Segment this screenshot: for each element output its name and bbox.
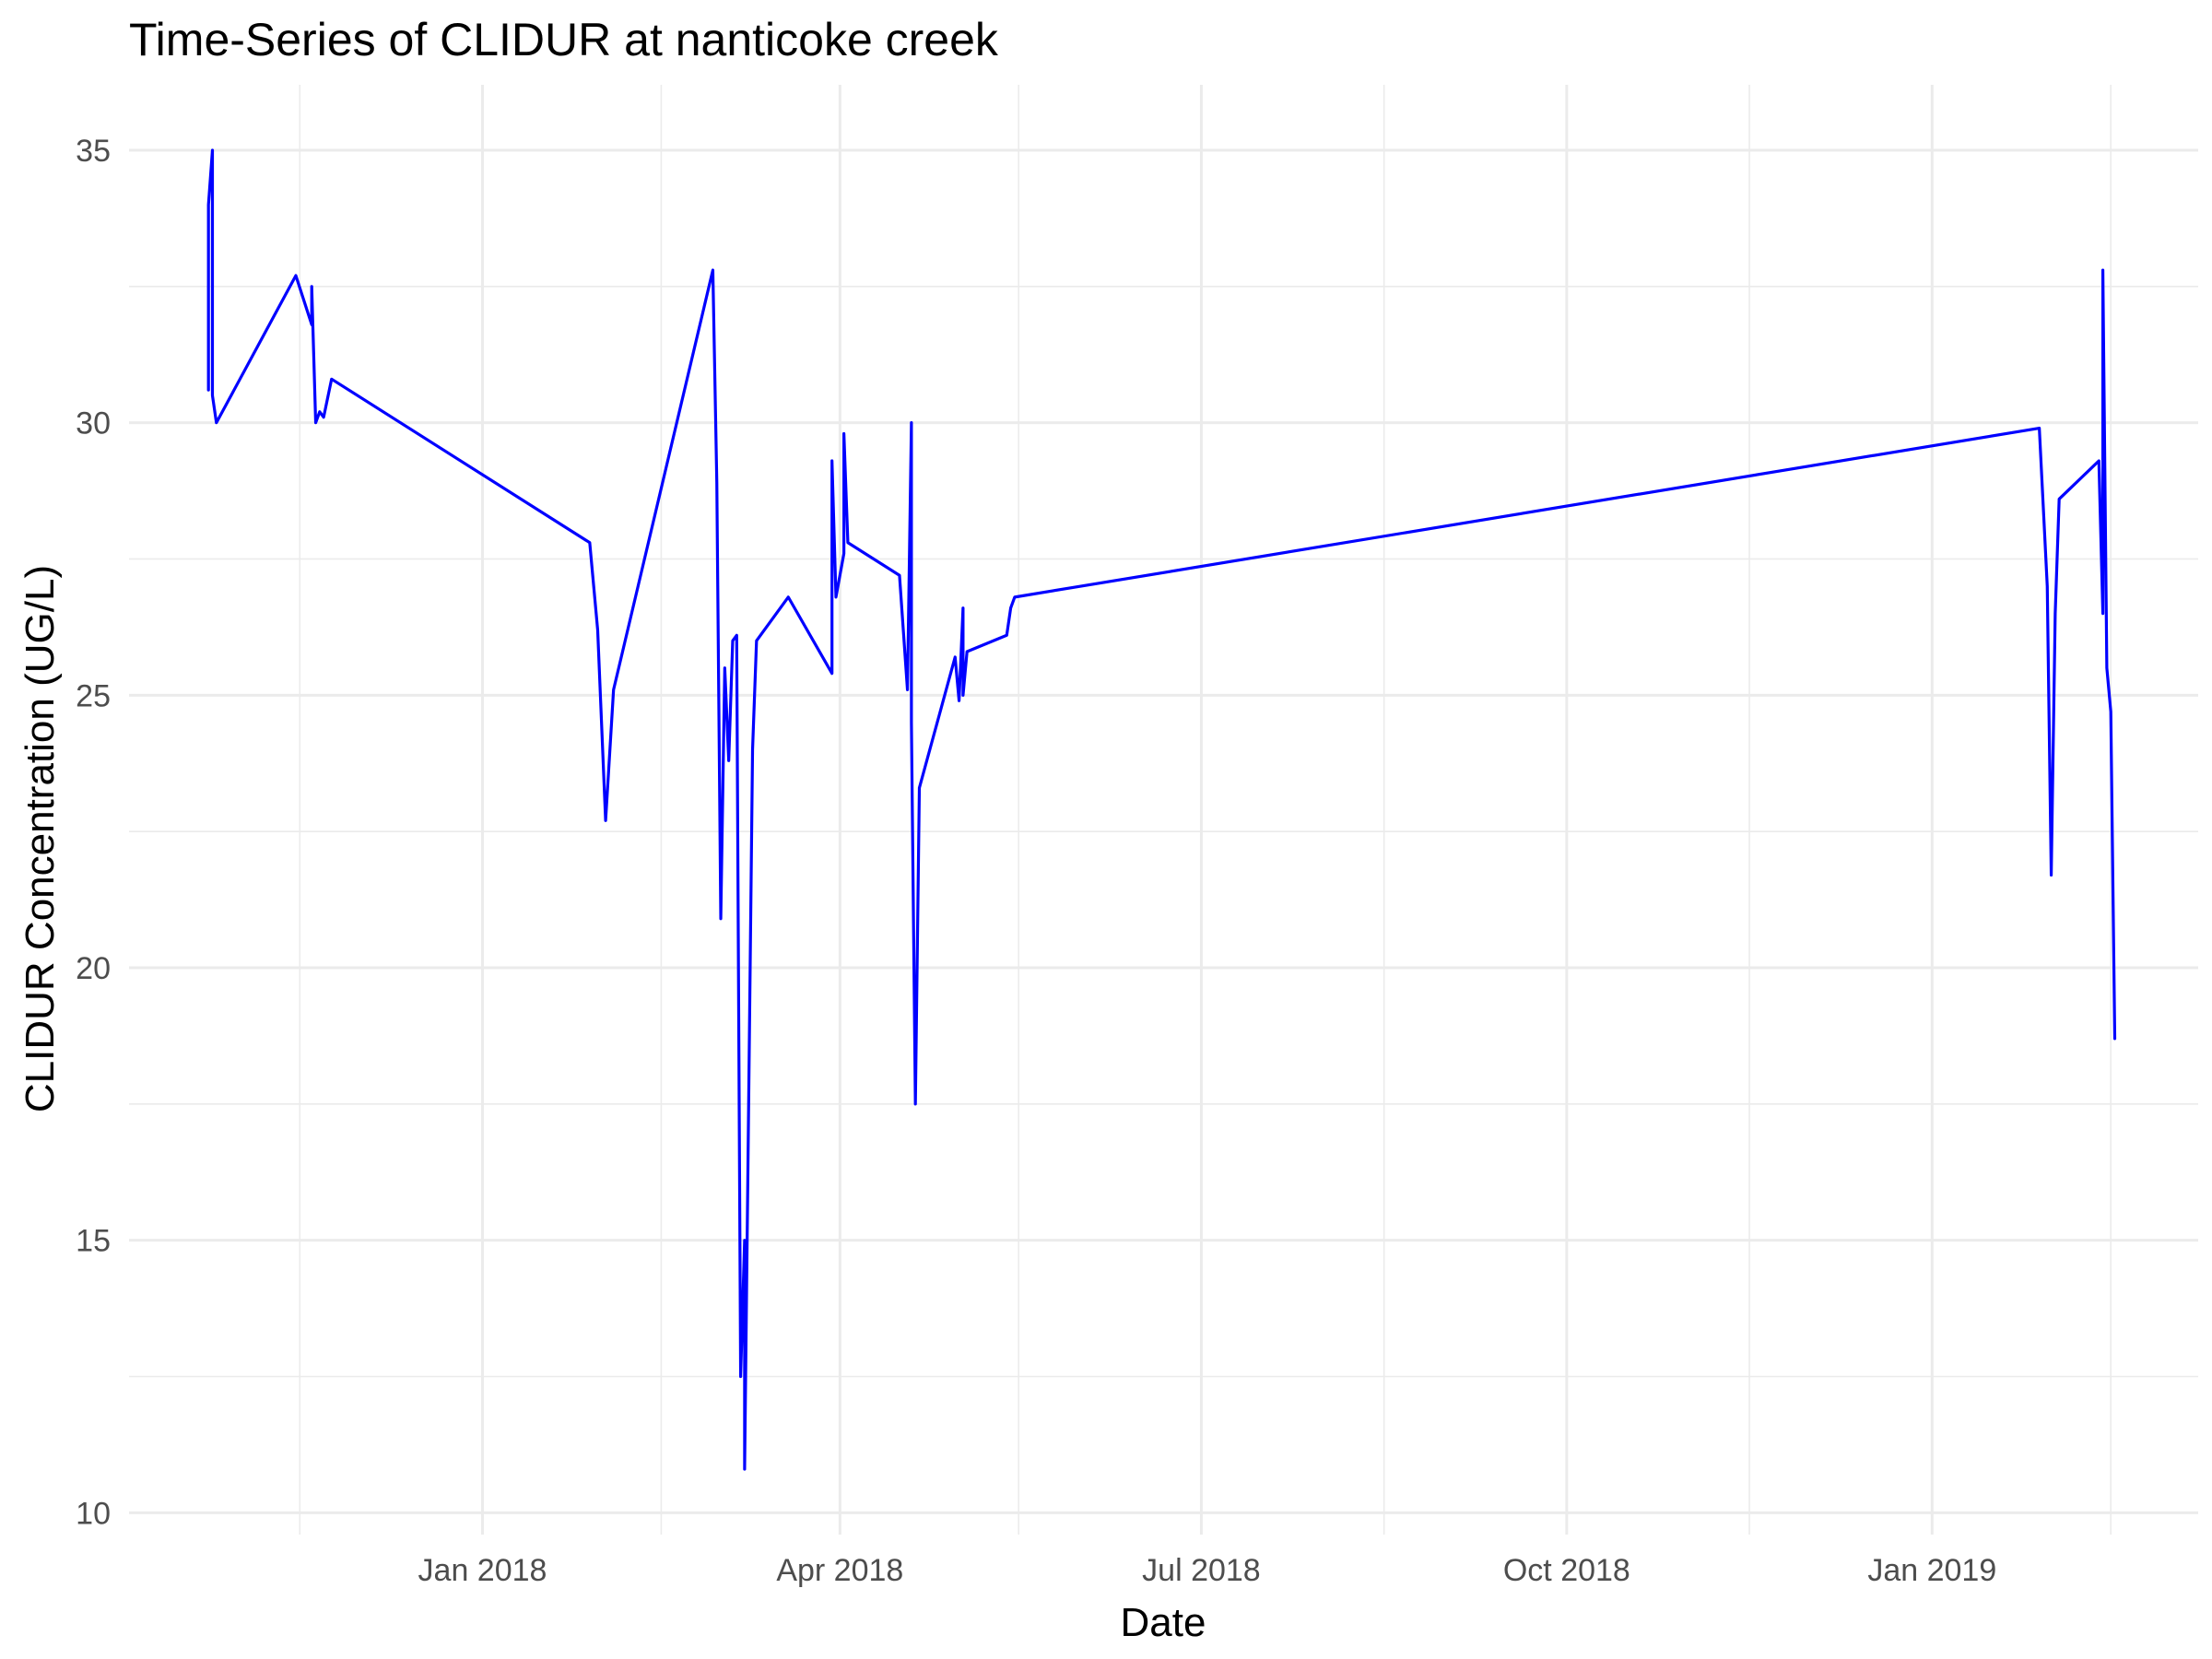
y-axis-ticks: 10 15 20 25 30 35 [76, 134, 111, 1531]
minor-gridlines [129, 85, 2198, 1535]
x-tick-label: Jan 2018 [418, 1553, 547, 1588]
y-tick-label: 15 [76, 1224, 111, 1259]
major-gridlines [129, 85, 2198, 1535]
y-tick-label: 20 [76, 951, 111, 986]
y-tick-label: 35 [76, 134, 111, 169]
series-layer [206, 148, 2117, 1471]
x-tick-label: Jan 2019 [1867, 1553, 1996, 1588]
y-axis-title: CLIDUR Concentration (UG/L) [18, 565, 63, 1112]
x-tick-label: Jul 2018 [1142, 1553, 1261, 1588]
series-line [206, 148, 2117, 1471]
x-tick-label: Oct 2018 [1503, 1553, 1630, 1588]
x-axis-ticks: Jan 2018 Apr 2018 Jul 2018 Oct 2018 Jan 2019 [418, 1553, 1997, 1588]
y-tick-label: 25 [76, 678, 111, 713]
chart-title: Time-Series of CLIDUR at nanticoke creek [129, 14, 999, 65]
x-tick-label: Apr 2018 [776, 1553, 903, 1588]
x-axis-title: Date [1121, 1600, 1206, 1645]
y-tick-label: 10 [76, 1496, 111, 1531]
y-tick-label: 30 [76, 406, 111, 441]
